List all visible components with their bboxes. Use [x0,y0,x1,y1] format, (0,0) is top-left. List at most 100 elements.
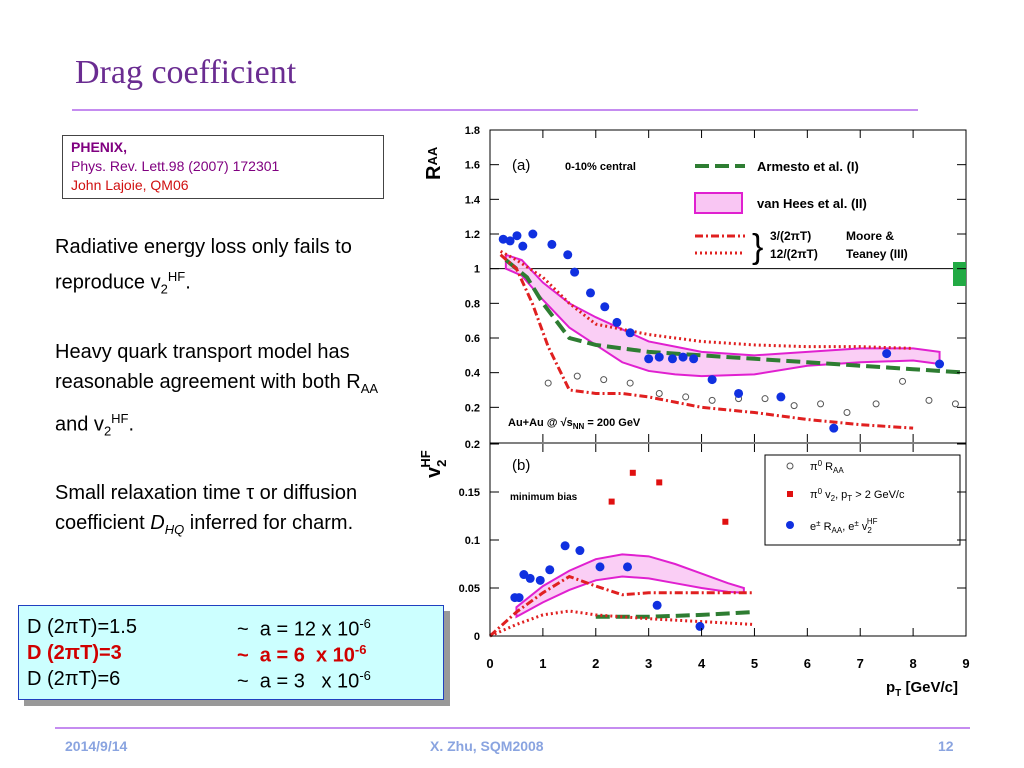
y-tick-label: 0.1 [465,535,480,547]
y-tick-label: 0 [474,631,480,643]
text: 2 [434,460,449,467]
data-point [525,573,535,583]
footer-date: 2014/9/14 [65,738,128,754]
y-tick-label: 0.15 [459,487,480,499]
text: HQ [164,522,185,538]
text: -6 [359,668,371,683]
text: 0 [818,459,823,468]
data-point [600,302,610,312]
text: p [886,679,895,696]
formula-box: D (2πT)=1.5 ~ a = 12 x 10-6 D (2πT)=3 ~ a … [18,605,444,700]
title-rule [72,109,918,111]
text: HF [418,450,433,467]
bullets: Radiative energy loss only fails to repr… [55,232,385,577]
text: 2 [867,526,872,535]
x-tick-label: 5 [751,656,758,671]
legend-entry: π0 RAA [810,459,844,475]
legend-entry: 12/(2πT) [770,247,818,261]
model-curve [499,253,914,430]
data-point [882,349,892,359]
text: Heavy quark transport model has reasonab… [55,340,361,393]
data-point [595,562,605,572]
data-point [654,352,664,362]
panel-label: (b) [512,457,530,474]
text: D [150,512,165,535]
text: Small relaxation time [55,482,247,505]
legend-swatch [786,462,794,470]
panel-note: minimum bias [510,492,578,503]
text: ~ a = 3 x 10-6 [237,668,371,694]
model-curve [489,609,755,638]
data-point [761,395,769,403]
data-point [708,396,716,404]
text: HF [167,269,186,284]
text: ~ a = 6 x 10-6 [237,642,366,668]
text: . [185,271,191,294]
text: AA [425,146,440,165]
data-point [514,593,524,603]
reference-line: John Lajoie, QM06 [71,177,189,193]
formula-row: D (2πT)=6 ~ a = 3 x 10-6 [27,668,371,693]
data-point [585,288,595,298]
data-point [623,562,633,572]
data-point [695,621,705,631]
brace: } [752,228,763,266]
text: R [822,461,833,473]
formula-row: D (2πT)=1.5 ~ a = 12 x 10-6 [27,616,371,641]
text: v [859,521,868,533]
text: HF [867,517,878,526]
bullet: Radiative energy loss only fails to repr… [55,232,385,305]
text: -6 [354,642,367,657]
x-tick-label: 9 [962,656,969,671]
data-point [600,376,608,384]
data-point [547,239,557,249]
legend-entry: Moore & [846,229,894,243]
data-point [655,389,663,397]
data-point [563,250,573,260]
legend-entry: e± RAA, e± v2HF [810,517,878,535]
norm-box [953,262,966,286]
data-point [872,400,880,408]
y-tick-label: 1.8 [465,125,480,137]
data-point [776,392,786,402]
bullet: Heavy quark transport model has reasonab… [55,337,385,447]
text: NN [573,422,585,431]
legend-entry: π0 v2, pT > 2 GeV/c [810,487,905,503]
data-point [570,267,580,277]
panel-label: (a) [512,157,530,174]
text: T [847,494,852,503]
data-point [678,352,688,362]
slide-title: Drag coefficient [75,54,297,91]
y-tick-label: 1.6 [465,160,480,172]
data-point [656,479,663,486]
data-point [667,354,677,364]
y-tick-label: 1.2 [465,229,480,241]
data-point [535,575,545,585]
data-point [951,400,959,408]
bullet: Small relaxation time τ or diffusion coe… [55,478,385,545]
text: π [810,461,818,473]
data-point [829,423,839,433]
text: τ [246,482,255,505]
text: v [822,489,831,501]
data-point [608,498,615,505]
text: ± [854,519,859,528]
data-point [625,328,635,338]
x-tick-label: 2 [592,656,599,671]
data-point [545,565,555,575]
legend-swatch [694,192,743,214]
text: ~ a = 3 x 10 [237,670,360,693]
text: T [895,688,901,699]
text: D (2πT)=1.5 [27,616,137,638]
reference-line: PHENIX, [71,139,128,155]
data-point [629,469,636,476]
x-tick-label: 0 [486,656,493,671]
data-point [573,372,581,380]
panel-note: 0-10% central [565,161,636,173]
text: ~ a = 6 x 10 [237,644,355,667]
text: or diffusion coefficient [55,482,358,535]
model-curve [504,258,967,375]
footer-author: X. Zhu, SQM2008 [430,738,544,754]
text: [GeV/c] [901,679,958,696]
data-point [689,354,699,364]
